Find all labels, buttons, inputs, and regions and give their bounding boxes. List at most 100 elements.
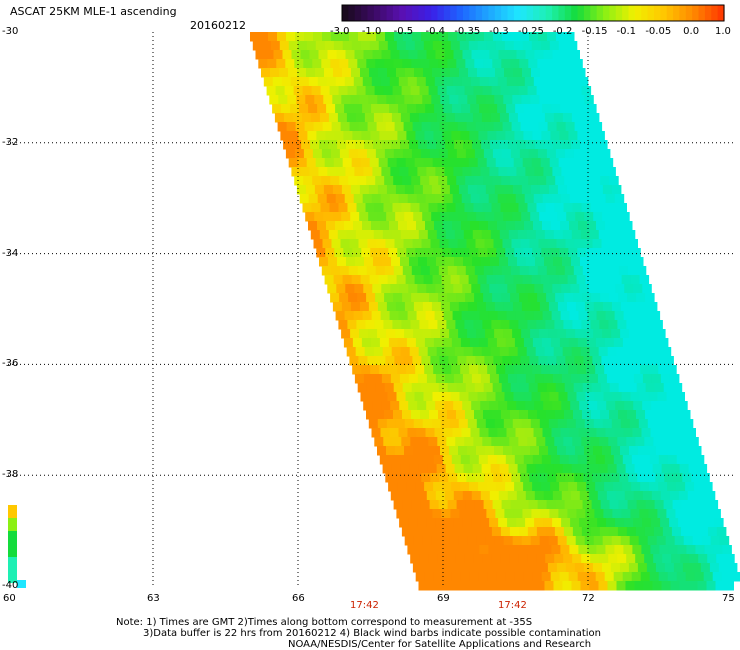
swath-cell — [424, 482, 434, 492]
swath-cell — [443, 428, 453, 438]
swath-cell — [462, 374, 473, 384]
swath-cell — [397, 365, 407, 375]
swath-cell — [401, 437, 411, 447]
swath-cell — [570, 491, 581, 501]
swath-cell — [342, 158, 353, 168]
swath-cell — [521, 536, 532, 546]
swath-cell — [618, 266, 629, 276]
swath-cell — [554, 86, 565, 96]
swath-cell — [324, 158, 335, 168]
swath-cell — [429, 293, 439, 303]
swath-cell — [431, 95, 441, 105]
swath-cell — [606, 284, 616, 294]
swath-cell — [578, 428, 588, 438]
swath-cell — [409, 257, 419, 267]
swath-cell — [600, 500, 611, 510]
swath-cell — [501, 59, 511, 69]
swath-cell — [611, 536, 622, 546]
swath-cell — [698, 554, 708, 564]
swath-cell — [530, 329, 540, 339]
swath-cell — [414, 509, 424, 519]
swath-cell — [474, 149, 485, 159]
swath-cell — [470, 104, 480, 114]
swath-cell — [618, 500, 629, 510]
swath-cell — [647, 536, 658, 546]
swath-cell — [553, 464, 564, 474]
swath-cell — [485, 185, 496, 195]
swath-cell — [339, 59, 349, 69]
swath-cell — [451, 572, 462, 582]
swath-cell — [565, 563, 576, 573]
swath-cell — [549, 41, 560, 51]
swath-cell — [496, 131, 506, 141]
swath-cell — [493, 473, 503, 483]
swath-cell — [466, 473, 476, 483]
swath-cell — [431, 302, 442, 312]
swath-cell — [590, 203, 600, 213]
swath-cell — [557, 185, 568, 195]
swath-cell — [510, 266, 521, 276]
swath-cell — [319, 257, 329, 267]
swath-cell — [425, 545, 435, 555]
swath-cell — [351, 275, 362, 285]
swath-cell — [258, 59, 268, 69]
swath-cell — [476, 302, 487, 312]
swath-cell — [658, 455, 669, 465]
swath-cell — [380, 104, 390, 114]
swath-cell — [554, 527, 565, 537]
swath-cell — [300, 167, 310, 177]
swath-cell — [401, 320, 411, 330]
swath-cell — [568, 248, 578, 258]
swath-cell — [671, 437, 681, 447]
swath-cell — [508, 113, 519, 123]
swath-cell — [377, 212, 387, 222]
swath-cell — [474, 59, 484, 69]
swath-cell — [396, 41, 407, 51]
swath-cell — [397, 482, 407, 492]
swath-cell — [487, 482, 497, 492]
swath-cell — [408, 491, 419, 501]
swath-cell — [559, 248, 569, 258]
colorbar-segment — [577, 5, 585, 21]
swath-cell — [370, 365, 380, 375]
swath-cell — [675, 392, 685, 402]
edge-cell — [8, 531, 17, 544]
swath-cell — [450, 392, 460, 402]
swath-cell — [611, 329, 621, 339]
swath-cell — [366, 176, 376, 186]
swath-cell — [685, 572, 696, 582]
colorbar-segment — [571, 5, 579, 21]
swath-cell — [340, 32, 350, 42]
swath-cell — [418, 140, 428, 150]
swath-cell — [371, 77, 382, 87]
swath-cell — [674, 536, 685, 546]
swath-cell — [461, 221, 471, 231]
swath-cell — [685, 482, 695, 492]
swath-cell — [451, 131, 461, 141]
swath-cell — [565, 239, 575, 249]
swath-cell — [273, 50, 283, 60]
swath-cell — [615, 518, 625, 528]
swath-cell — [463, 257, 473, 267]
swath-cell — [633, 284, 643, 294]
swath-cell — [559, 131, 569, 141]
swath-cell — [454, 257, 464, 267]
swath-cell — [298, 131, 308, 141]
swath-cell — [347, 320, 357, 330]
swath-cell — [586, 572, 597, 582]
swath-cell — [636, 383, 647, 393]
swath-cell — [387, 41, 398, 51]
swath-cell — [537, 176, 547, 186]
swath-cell — [576, 68, 586, 78]
swath-cell — [374, 203, 384, 213]
swath-cell — [475, 239, 485, 249]
swath-cell — [429, 410, 439, 420]
swath-cell — [654, 410, 664, 420]
swath-cell — [408, 50, 418, 60]
swath-cell — [503, 302, 514, 312]
swath-cell — [517, 113, 528, 123]
swath-cell — [420, 410, 430, 420]
swath-cell — [330, 293, 340, 303]
swath-cell — [458, 446, 468, 456]
swath-cell — [512, 95, 522, 105]
